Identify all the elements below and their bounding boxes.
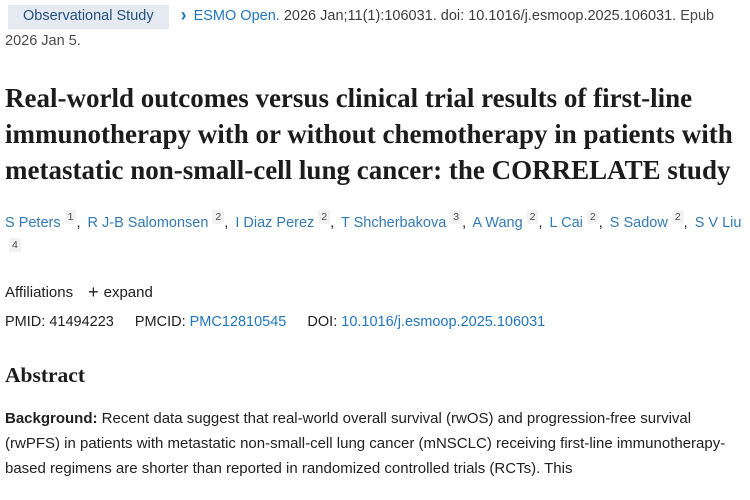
author-link[interactable]: S V Liu — [694, 215, 742, 231]
expand-label: expand — [103, 284, 153, 301]
expand-affiliations-button[interactable]: + expand — [88, 282, 153, 303]
author-item: T Shcherbakova 3, — [340, 210, 469, 231]
author-item: L Cai 2, — [549, 210, 606, 231]
background-label: Background: — [5, 410, 98, 427]
author-superscript[interactable]: 2 — [318, 210, 331, 224]
author-item: S V Liu 4 — [5, 215, 741, 259]
author-item: R J-B Salomonsen 2, — [87, 210, 232, 231]
author-link[interactable]: R J-B Salomonsen — [87, 215, 209, 231]
pmid-group: PMID: 41494223 — [5, 314, 114, 330]
affiliations-label: Affiliations — [5, 284, 74, 301]
plus-icon: + — [88, 282, 99, 302]
abstract-heading: Abstract — [5, 363, 86, 387]
author-superscript[interactable]: 3 — [450, 210, 463, 224]
author-link[interactable]: S Sadow — [609, 215, 668, 231]
author-superscript[interactable]: 4 — [9, 238, 21, 252]
author-separator: , — [538, 215, 543, 231]
author-link[interactable]: L Cai — [549, 215, 583, 231]
identifiers-row: PMID: 41494223 PMCID: PMC12810545 DOI: 1… — [5, 314, 742, 330]
author-link[interactable]: A Wang — [472, 215, 523, 231]
doi-link[interactable]: 10.1016/j.esmoop.2025.106031 — [341, 314, 546, 330]
author-item: S Sadow 2, — [609, 210, 691, 231]
author-superscript[interactable]: 2 — [671, 210, 684, 224]
author-superscript[interactable]: 2 — [586, 210, 599, 224]
pmcid-label: PMCID: — [134, 314, 186, 330]
author-separator: , — [598, 215, 603, 231]
affiliations-row: Affiliations + expand — [5, 282, 742, 303]
author-item: I Diaz Perez 2, — [235, 210, 337, 231]
author-link[interactable]: T Shcherbakova — [340, 215, 447, 231]
pmcid-group: PMCID: PMC12810545 — [135, 314, 287, 330]
abstract-background-paragraph: Background: Recent data suggest that rea… — [5, 406, 742, 481]
author-item: S Peters 1, — [5, 210, 83, 231]
authors-list: S Peters 1, R J-B Salomonsen 2, I Diaz Per… — [5, 209, 742, 265]
author-separator: , — [224, 215, 229, 231]
author-separator: , — [683, 215, 688, 231]
author-item: A Wang 2, — [472, 210, 545, 231]
journal-link[interactable]: ESMO Open. — [193, 8, 280, 24]
epub-date: Epub 2026 Jan 5. — [5, 8, 715, 49]
article-title: Real-world outcomes versus clinical tria… — [5, 83, 733, 185]
background-text: Recent data suggest that real-world over… — [5, 410, 726, 477]
pmid-value: 41494223 — [49, 314, 114, 330]
doi-label: DOI: — [307, 314, 338, 330]
author-separator: , — [76, 215, 81, 231]
author-separator: , — [330, 215, 335, 231]
author-link[interactable]: S Peters — [5, 215, 61, 231]
article-page: Observational Study › ESMO Open. 2026 Jan;… — [5, 3, 742, 481]
doi-group: DOI: 10.1016/j.esmoop.2025.106031 — [307, 314, 545, 330]
chevron-right-icon: › — [180, 5, 187, 25]
citation-bar: Observational Study › ESMO Open. 2026 Jan;… — [5, 3, 742, 53]
author-separator: , — [462, 215, 467, 231]
author-superscript[interactable]: 1 — [64, 210, 77, 224]
author-link[interactable]: I Diaz Perez — [235, 215, 315, 231]
pmid-label: PMID: — [5, 314, 46, 330]
pmcid-link[interactable]: PMC12810545 — [189, 314, 287, 330]
publication-type-badge: Observational Study — [8, 5, 169, 29]
author-superscript[interactable]: 2 — [212, 210, 225, 224]
author-superscript[interactable]: 2 — [526, 210, 539, 224]
citation-text: 2026 Jan;11(1):106031. doi: 10.1016/j.es… — [283, 8, 677, 24]
